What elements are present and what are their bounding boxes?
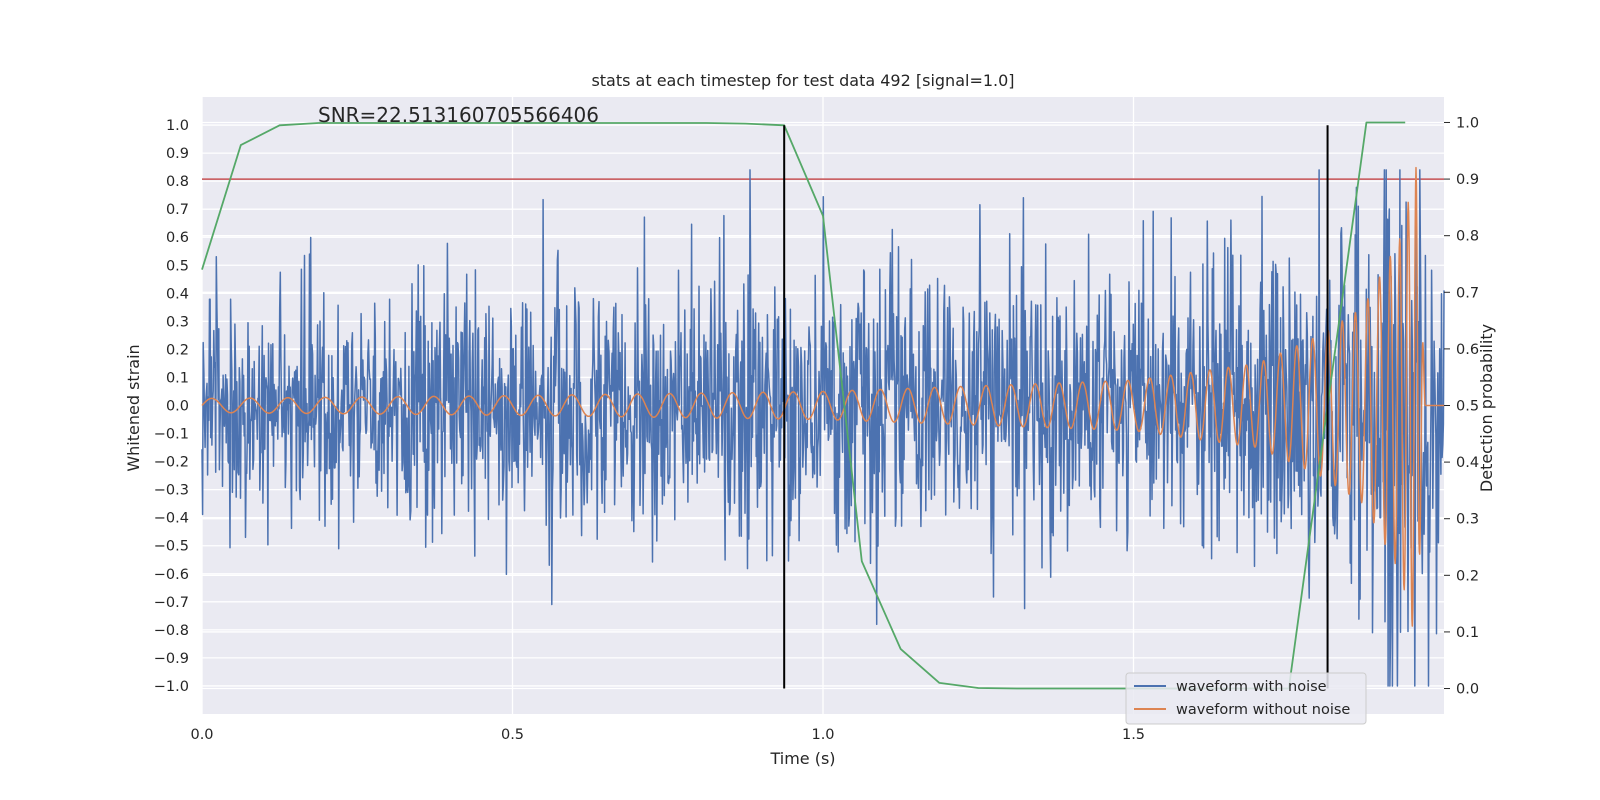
y2-axis-label: Detection probability	[1477, 324, 1496, 492]
y2-tick-label: 0.3	[1456, 512, 1479, 528]
y-tick-label: 0.5	[166, 258, 189, 274]
y-tick-label: 0.9	[166, 146, 189, 162]
x-axis-label: Time (s)	[769, 749, 835, 768]
x-tick-label: 1.5	[1122, 727, 1145, 743]
y-tick-label: 0.1	[166, 370, 189, 386]
y-tick-label: −0.5	[154, 539, 189, 555]
y-tick-label: 0.7	[166, 202, 189, 218]
y-tick-label: 0.3	[166, 314, 189, 330]
y-axis-ticks: 1.0 0.9 0.8 0.7 0.6 0.5 0.4 0.3 0.2 0.1 0.0 −0.1 −0.…	[154, 118, 189, 695]
y-tick-label: −0.1	[154, 427, 189, 443]
y2-tick-label: 0.1	[1456, 625, 1479, 641]
legend-box	[1125, 672, 1367, 725]
y2-tick-label: 1.0	[1456, 115, 1479, 131]
legend-label-chirp: waveform without noise	[1176, 702, 1350, 718]
y-tick-label: −0.6	[154, 567, 189, 583]
y-tick-label: 0.6	[166, 230, 189, 246]
vertical-markers	[783, 125, 1329, 689]
series-waveform-with-noise	[201, 169, 1445, 687]
y-tick-label: −0.7	[154, 595, 189, 611]
y-tick-label: −0.4	[154, 511, 189, 527]
y-tick-label: 0.0	[166, 399, 189, 415]
y2-tick-label: 0.8	[1456, 229, 1479, 245]
x-tick-label: 1.0	[811, 727, 834, 743]
y-tick-label: 0.4	[166, 286, 189, 302]
y-tick-label: −0.2	[154, 455, 189, 471]
legend: waveform with noise waveform without noi…	[1125, 672, 1367, 725]
y2-axis-ticks: 1.0 0.9 0.8 0.7 0.6 0.5 0.4 0.3 0.2 0.1 0.0	[1444, 115, 1479, 698]
line-waveform-with-noise	[201, 169, 1445, 687]
y2-tick-label: 0.6	[1456, 342, 1479, 358]
y-tick-label: −1.0	[154, 679, 189, 695]
y-axis-label: Whitened strain	[124, 344, 143, 471]
y2-tick-label: 0.9	[1456, 172, 1479, 188]
x-tick-label: 0.5	[501, 727, 524, 743]
y-tick-label: −0.3	[154, 483, 189, 499]
y-tick-label: 0.8	[166, 174, 189, 190]
x-axis-ticks: 0.0 0.5 1.0 1.5	[190, 727, 1145, 743]
y2-tick-label: 0.7	[1456, 285, 1479, 301]
y2-tick-label: 0.4	[1456, 455, 1479, 471]
line-waveform-without-noise	[201, 166, 1444, 627]
legend-label-noise: waveform with noise	[1176, 679, 1327, 695]
y-tick-label: 0.2	[166, 342, 189, 358]
snr-annotation: SNR=22.513160705566406	[318, 103, 599, 127]
y-tick-label: 1.0	[166, 118, 189, 134]
y2-tick-label: 0.0	[1456, 682, 1479, 698]
x-tick-label: 0.0	[190, 727, 213, 743]
chart-title: stats at each timestep for test data 492…	[591, 71, 1014, 90]
y-tick-label: −0.8	[154, 623, 189, 639]
series-waveform-without-noise	[201, 166, 1444, 627]
y2-tick-label: 0.2	[1456, 568, 1479, 584]
y-tick-label: −0.9	[154, 651, 189, 667]
y2-tick-label: 0.5	[1456, 399, 1479, 415]
